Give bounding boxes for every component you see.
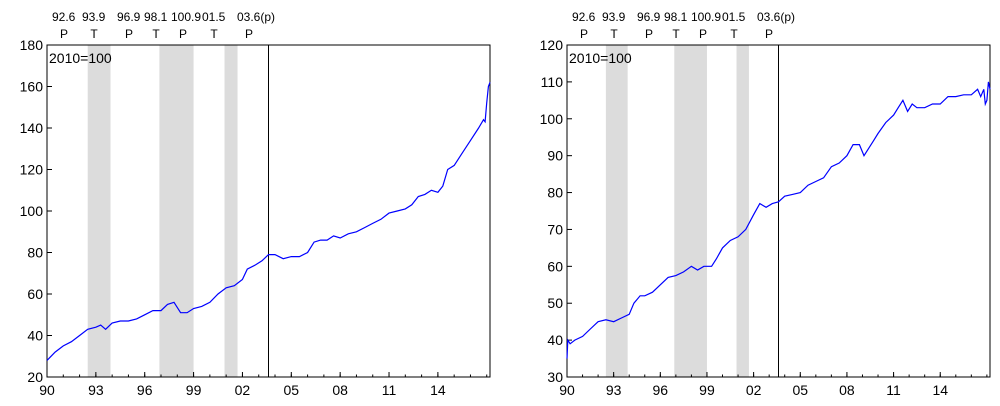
x-tick-label: 93 (88, 382, 104, 398)
turning-point-date: 93.9 (82, 10, 106, 24)
x-tick-label: 90 (39, 382, 55, 398)
x-tick-label: 99 (699, 382, 715, 398)
y-tick-label: 20 (27, 369, 43, 385)
turning-point-date: 100.9 (171, 10, 201, 24)
x-tick-label: 11 (886, 382, 901, 398)
chart-panel-2: 30 40 50 60 70 80 90 100 110 120 90 93 96 99 02 05 08 11 1… (540, 10, 991, 398)
x-tick-label: 14 (430, 382, 446, 398)
series-line (566, 81, 991, 359)
series-line (46, 82, 491, 361)
y-tick-label: 180 (20, 37, 44, 53)
y-tick-label: 80 (547, 185, 563, 201)
y-tick-label: 60 (547, 258, 563, 274)
x-tick-label: 08 (839, 382, 855, 398)
turning-point-date: 92.6 (52, 10, 76, 24)
turning-point-type: P (765, 27, 773, 41)
y-tick-label: 60 (27, 286, 43, 302)
y-tick-label: 50 (547, 295, 563, 311)
turning-point-date: 93.9 (602, 10, 626, 24)
y-tick-label: 80 (27, 245, 43, 261)
y-tick-label: 90 (547, 148, 563, 164)
turning-point-date: 03.6(p) (757, 10, 795, 24)
turning-point-date: 01.5 (722, 10, 746, 24)
base-year-annotation: 2010=100 (569, 50, 632, 66)
turning-point-date: 01.5 (202, 10, 226, 24)
turning-point-type: T (152, 27, 160, 41)
turning-point-date: 92.6 (572, 10, 596, 24)
x-tick-label: 05 (284, 382, 300, 398)
y-tick-label: 100 (540, 111, 564, 127)
x-tick-label: 08 (332, 382, 348, 398)
x-tick-label: 96 (137, 382, 153, 398)
turning-point-date: 98.1 (664, 10, 688, 24)
turning-point-date: 03.6(p) (237, 10, 275, 24)
base-year-annotation: 2010=100 (49, 50, 112, 66)
turning-point-type: P (645, 27, 653, 41)
x-tick-label: 90 (559, 382, 575, 398)
shaded-period (736, 45, 749, 377)
x-tick-label: 93 (606, 382, 622, 398)
turning-point-date: 98.1 (144, 10, 168, 24)
turning-point-date: 100.9 (691, 10, 721, 24)
x-tick-label: 11 (382, 382, 397, 398)
turning-point-type: T (210, 27, 218, 41)
turning-point-date: 96.9 (637, 10, 661, 24)
turning-point-type: P (245, 27, 253, 41)
y-tick-label: 70 (547, 221, 563, 237)
x-tick-label: 99 (186, 382, 202, 398)
y-tick-label: 140 (20, 120, 44, 136)
y-tick-label: 40 (547, 332, 563, 348)
y-tick-label: 100 (20, 203, 44, 219)
chart-panel-1: 20 40 60 80 100 120 140 160 180 90 93 96 99 02 05 08 11 1… (20, 10, 491, 398)
shaded-period (159, 45, 194, 377)
turning-point-type: T (90, 27, 98, 41)
y-tick-label: 120 (540, 37, 564, 53)
turning-point-type: P (699, 27, 707, 41)
turning-point-type: P (580, 27, 588, 41)
x-tick-label: 02 (746, 382, 762, 398)
shaded-period (605, 45, 628, 377)
turning-point-type: P (60, 27, 68, 41)
turning-point-type: T (610, 27, 618, 41)
y-tick-label: 30 (547, 369, 563, 385)
turning-point-type: T (730, 27, 738, 41)
turning-point-type: P (179, 27, 187, 41)
y-tick-label: 110 (541, 74, 564, 90)
shaded-period (87, 45, 111, 377)
turning-point-type: P (125, 27, 133, 41)
y-tick-label: 120 (20, 162, 44, 178)
turning-point-date: 96.9 (117, 10, 141, 24)
y-tick-label: 40 (27, 328, 43, 344)
x-tick-label: 14 (932, 382, 948, 398)
y-tick-label: 160 (20, 79, 44, 95)
turning-point-type: T (672, 27, 680, 41)
x-tick-label: 02 (235, 382, 251, 398)
x-tick-label: 96 (653, 382, 669, 398)
shaded-period (224, 45, 238, 377)
x-tick-label: 05 (792, 382, 808, 398)
shaded-period (674, 45, 707, 377)
